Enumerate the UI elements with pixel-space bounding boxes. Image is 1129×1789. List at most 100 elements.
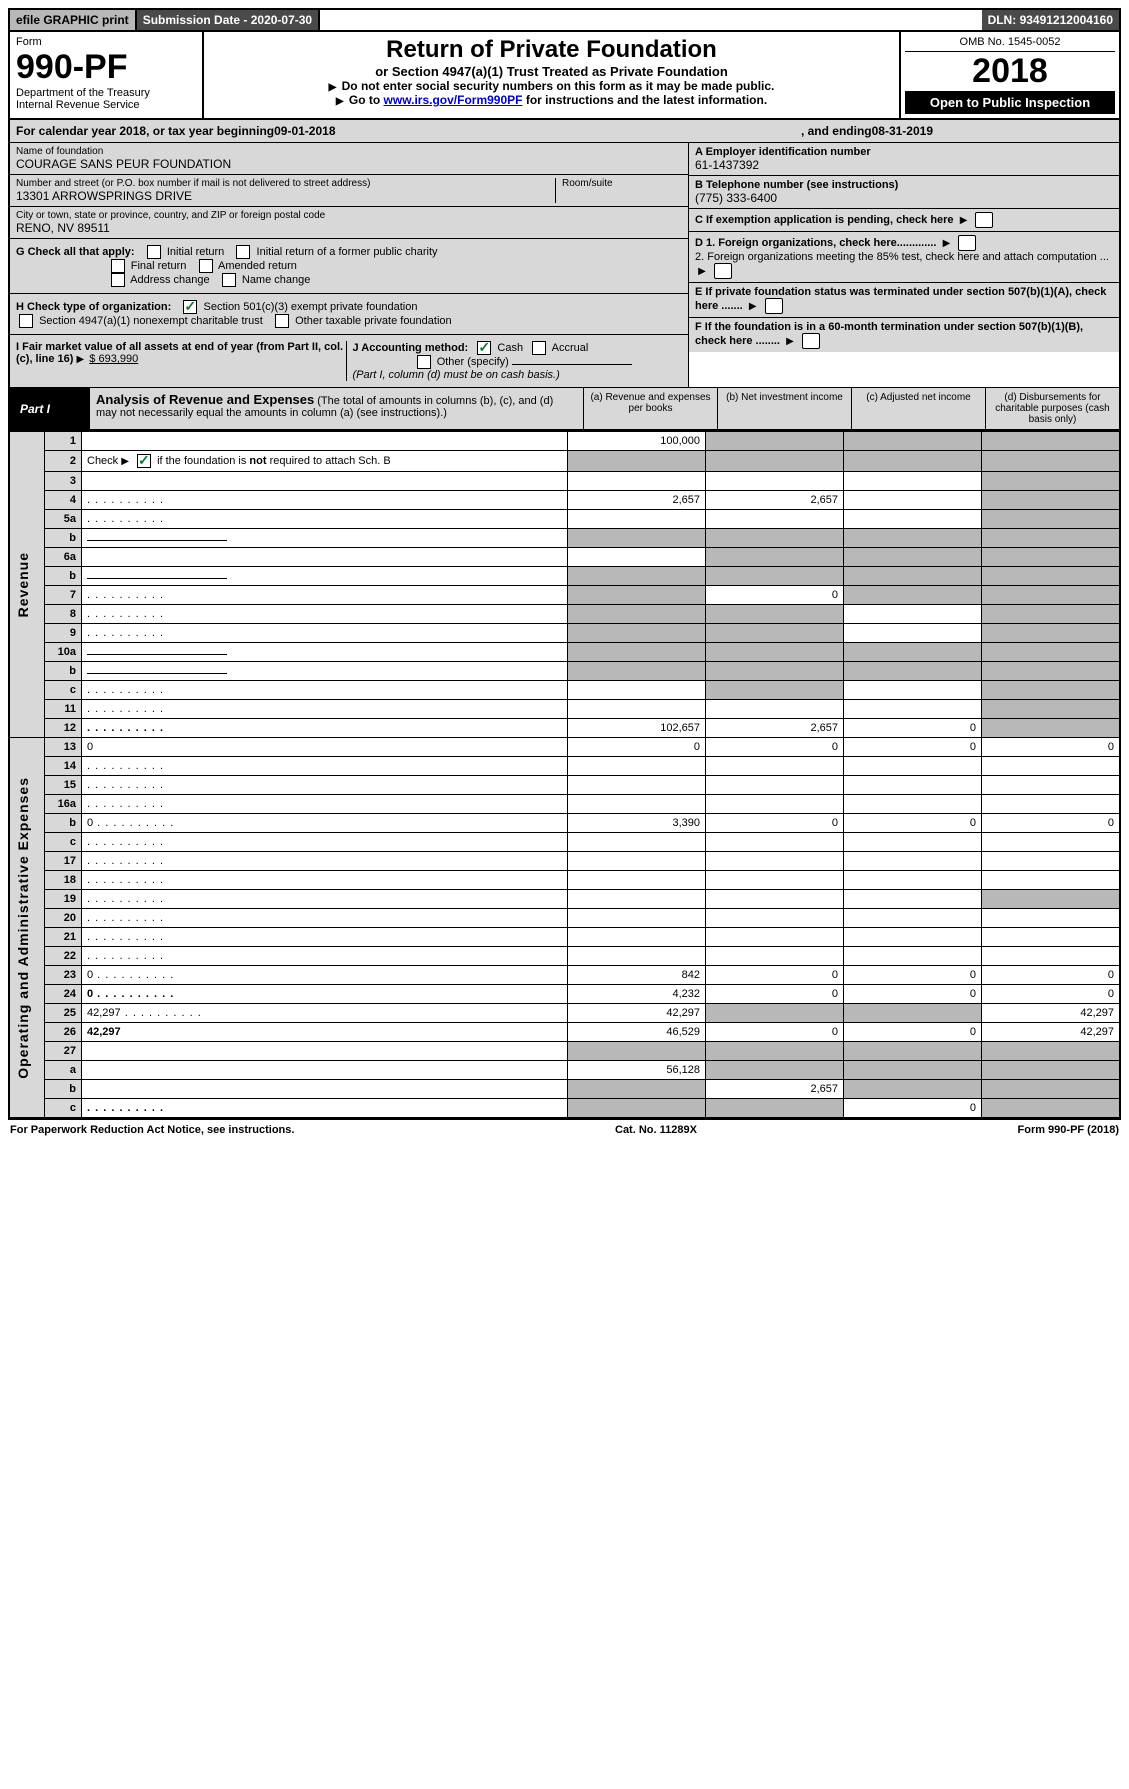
i-value: $ 693,990 [89, 353, 138, 365]
checkbox-f[interactable] [802, 333, 820, 349]
amount-a [568, 947, 706, 966]
checkbox-initial-return[interactable] [147, 245, 161, 259]
amount-d [982, 491, 1121, 510]
checkbox-4947a1[interactable] [19, 314, 33, 328]
checkbox-address-change[interactable] [111, 273, 125, 287]
amount-c: 0 [844, 719, 982, 738]
row-number: 13 [45, 738, 82, 757]
checkbox-sch-b[interactable] [137, 454, 151, 468]
amount-d [982, 643, 1121, 662]
amount-d: 0 [982, 985, 1121, 1004]
checkbox-other-taxable[interactable] [275, 314, 289, 328]
checkbox-d1[interactable] [958, 235, 976, 251]
dln-label: DLN: [988, 13, 1020, 27]
row-description [82, 586, 568, 605]
checkbox-accrual[interactable] [532, 341, 546, 355]
row-number: 20 [45, 909, 82, 928]
j-other: Other (specify) [437, 356, 509, 368]
row-number: 18 [45, 871, 82, 890]
checkbox-c[interactable] [975, 212, 993, 228]
tax-year: 2018 [905, 52, 1115, 91]
row-number: b [45, 662, 82, 681]
amount-d [982, 451, 1121, 472]
amount-c [844, 548, 982, 567]
row-number: c [45, 681, 82, 700]
amount-c [844, 510, 982, 529]
amount-c [844, 1061, 982, 1080]
row-number: c [45, 833, 82, 852]
amount-c [844, 1042, 982, 1061]
row-description [82, 757, 568, 776]
irs-link[interactable]: www.irs.gov/Form990PF [384, 93, 523, 107]
amount-b [706, 1099, 844, 1118]
amount-d [982, 681, 1121, 700]
row-number: 4 [45, 491, 82, 510]
row-number: 10a [45, 643, 82, 662]
checkbox-final-return[interactable] [111, 259, 125, 273]
amount-a: 56,128 [568, 1061, 706, 1080]
amount-a: 842 [568, 966, 706, 985]
amount-a [568, 795, 706, 814]
row-number: 19 [45, 890, 82, 909]
amount-c: 0 [844, 738, 982, 757]
checkbox-other-method[interactable] [417, 355, 431, 369]
h-label: H Check type of organization: [16, 301, 171, 313]
row-description [82, 510, 568, 529]
form-number: 990-PF [16, 48, 196, 87]
g-opt-0: Initial return [167, 246, 224, 258]
row-number: 14 [45, 757, 82, 776]
foundation-address: 13301 ARROWSPRINGS DRIVE [16, 189, 555, 203]
checkbox-amended-return[interactable] [199, 259, 213, 273]
amount-b: 0 [706, 586, 844, 605]
amount-a: 46,529 [568, 1023, 706, 1042]
submission-date: Submission Date - 2020-07-30 [137, 10, 320, 30]
amount-d [982, 947, 1121, 966]
efile-badge: efile GRAPHIC print [10, 10, 137, 30]
checkbox-cash[interactable] [477, 341, 491, 355]
amount-b [706, 567, 844, 586]
amount-b [706, 1004, 844, 1023]
instr2-pre: Go to [349, 93, 384, 107]
ein-value: 61-1437392 [695, 158, 759, 172]
row-description: 0 [82, 814, 568, 833]
amount-a [568, 643, 706, 662]
footer-mid: Cat. No. 11289X [615, 1124, 697, 1136]
g-opt-4: Address change [130, 274, 210, 286]
identification-block: Name of foundation COURAGE SANS PEUR FOU… [8, 143, 1121, 388]
checkbox-initial-former[interactable] [236, 245, 250, 259]
amount-c [844, 681, 982, 700]
amount-d [982, 1061, 1121, 1080]
arrow-icon [698, 265, 708, 277]
amount-a [568, 1042, 706, 1061]
arrow-icon [336, 93, 346, 107]
row-number: 11 [45, 700, 82, 719]
amount-a [568, 567, 706, 586]
amount-b [706, 662, 844, 681]
amount-d [982, 1042, 1121, 1061]
amount-b [706, 451, 844, 472]
row-description [82, 833, 568, 852]
row-description [82, 472, 568, 491]
amount-c [844, 605, 982, 624]
amount-a [568, 586, 706, 605]
amount-a [568, 510, 706, 529]
checkbox-d2[interactable] [714, 263, 732, 279]
checkbox-e[interactable] [765, 298, 783, 314]
amount-b: 2,657 [706, 1080, 844, 1099]
amount-a [568, 605, 706, 624]
row-description [82, 605, 568, 624]
amount-a [568, 757, 706, 776]
amount-c [844, 928, 982, 947]
omb-number: OMB No. 1545-0052 [905, 36, 1115, 52]
checkbox-name-change[interactable] [222, 273, 236, 287]
row-description [82, 890, 568, 909]
amount-a: 0 [568, 738, 706, 757]
arrow-icon [77, 353, 87, 365]
row-description [82, 776, 568, 795]
col-c-header: (c) Adjusted net income [851, 388, 985, 429]
row-number: b [45, 1080, 82, 1099]
amount-b [706, 833, 844, 852]
row-description [82, 548, 568, 567]
row-number: 16a [45, 795, 82, 814]
checkbox-501c3[interactable] [183, 300, 197, 314]
